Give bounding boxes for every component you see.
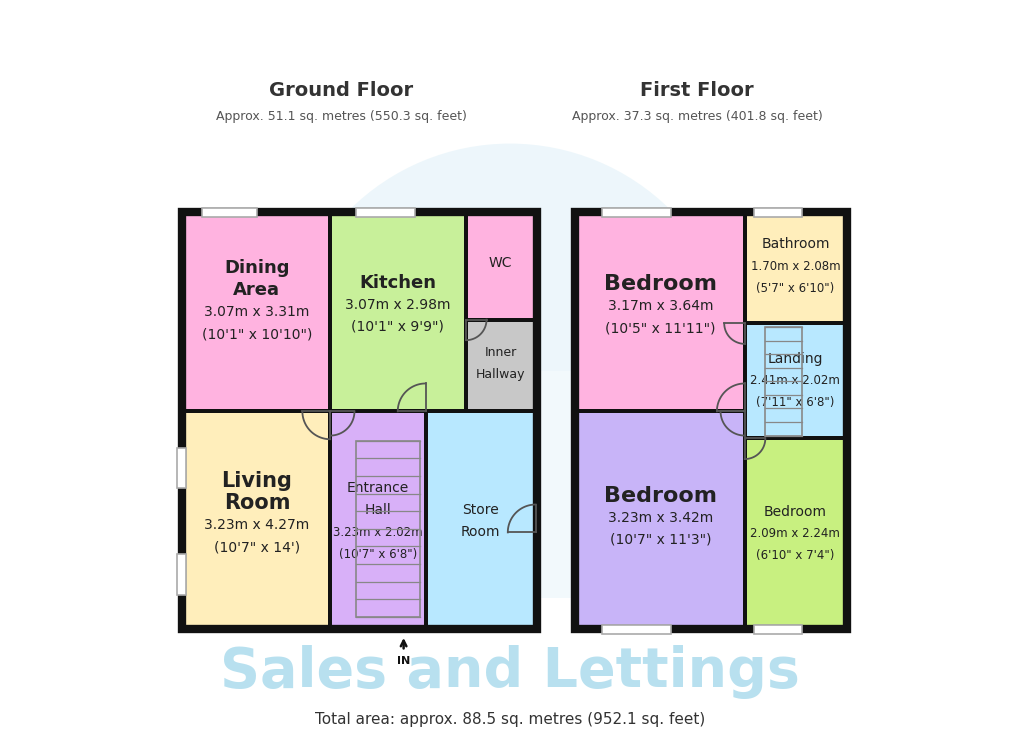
Bar bbox=[754, 625, 801, 634]
Bar bbox=[183, 213, 330, 411]
Bar bbox=[330, 411, 425, 628]
Bar bbox=[356, 208, 414, 217]
Bar bbox=[466, 213, 535, 320]
Text: 3.07m x 3.31m: 3.07m x 3.31m bbox=[204, 305, 310, 319]
Text: (10'5" x 11'11"): (10'5" x 11'11") bbox=[604, 321, 715, 335]
Text: (10'1" x 10'10"): (10'1" x 10'10") bbox=[202, 327, 312, 341]
Text: WC: WC bbox=[488, 256, 512, 270]
Bar bbox=[754, 208, 801, 217]
Text: Dining: Dining bbox=[224, 259, 289, 278]
Bar bbox=[744, 213, 845, 324]
Wedge shape bbox=[282, 143, 737, 371]
Text: Hallway: Hallway bbox=[475, 368, 525, 381]
Bar bbox=[576, 213, 744, 411]
Text: (6'10" x 7'4"): (6'10" x 7'4") bbox=[755, 549, 834, 562]
Text: Room: Room bbox=[461, 525, 500, 539]
Text: 3.23m x 3.42m: 3.23m x 3.42m bbox=[607, 510, 712, 525]
Text: Bathroom: Bathroom bbox=[760, 237, 828, 251]
Text: Bedroom: Bedroom bbox=[763, 505, 826, 519]
Text: (10'7" x 11'3"): (10'7" x 11'3") bbox=[609, 533, 710, 547]
Text: Hall: Hall bbox=[364, 503, 391, 517]
Text: 1.70m x 2.08m: 1.70m x 2.08m bbox=[750, 260, 840, 272]
Bar bbox=[574, 211, 847, 629]
Bar bbox=[356, 441, 420, 617]
Text: 3.07m x 2.98m: 3.07m x 2.98m bbox=[344, 298, 450, 312]
Bar bbox=[330, 411, 425, 628]
Text: Bedroom: Bedroom bbox=[603, 486, 716, 506]
Bar bbox=[466, 320, 535, 411]
Bar bbox=[466, 213, 535, 320]
Text: Ground Floor: Ground Floor bbox=[269, 81, 413, 99]
Text: (7'11" x 6'8"): (7'11" x 6'8") bbox=[755, 396, 834, 409]
Text: Kitchen: Kitchen bbox=[359, 274, 436, 292]
Text: Approx. 37.3 sq. metres (401.8 sq. feet): Approx. 37.3 sq. metres (401.8 sq. feet) bbox=[571, 110, 821, 123]
Bar bbox=[330, 213, 466, 411]
Bar bbox=[176, 554, 185, 595]
Text: Sales and Lettings: Sales and Lettings bbox=[220, 645, 799, 699]
Text: Room: Room bbox=[223, 493, 289, 513]
Bar bbox=[601, 208, 671, 217]
Text: IN: IN bbox=[396, 656, 410, 666]
Bar bbox=[744, 324, 845, 439]
Text: (5'7" x 6'10"): (5'7" x 6'10") bbox=[755, 282, 834, 295]
Text: 3.17m x 3.64m: 3.17m x 3.64m bbox=[607, 300, 712, 313]
Bar bbox=[183, 213, 330, 411]
Bar bbox=[425, 411, 535, 628]
Text: Landing: Landing bbox=[767, 352, 822, 366]
Text: Living: Living bbox=[221, 471, 292, 491]
Text: Area: Area bbox=[233, 281, 280, 299]
Bar bbox=[466, 320, 535, 411]
Bar bbox=[744, 213, 845, 324]
Bar bbox=[183, 411, 330, 628]
Bar bbox=[576, 411, 744, 628]
Bar bbox=[176, 448, 185, 488]
Bar bbox=[601, 625, 671, 634]
Text: (10'1" x 9'9"): (10'1" x 9'9") bbox=[351, 320, 443, 334]
Text: 2.41m x 2.02m: 2.41m x 2.02m bbox=[750, 374, 840, 387]
Text: First Floor: First Floor bbox=[640, 81, 753, 99]
Bar bbox=[764, 327, 801, 436]
Bar bbox=[744, 439, 845, 628]
Text: (10'7" x 14'): (10'7" x 14') bbox=[214, 540, 300, 554]
Bar bbox=[330, 213, 466, 411]
Bar bbox=[183, 411, 330, 628]
Text: Approx. 51.1 sq. metres (550.3 sq. feet): Approx. 51.1 sq. metres (550.3 sq. feet) bbox=[216, 110, 467, 123]
Bar bbox=[744, 439, 845, 628]
Text: 2.09m x 2.24m: 2.09m x 2.24m bbox=[750, 528, 840, 540]
Text: 3.23m x 4.27m: 3.23m x 4.27m bbox=[204, 518, 309, 532]
Bar bbox=[181, 211, 537, 629]
Bar bbox=[576, 411, 744, 628]
Bar bbox=[282, 371, 737, 599]
Bar bbox=[202, 208, 257, 217]
Text: Store: Store bbox=[462, 503, 498, 517]
Text: Bedroom: Bedroom bbox=[603, 275, 716, 295]
Bar bbox=[744, 324, 845, 439]
Text: (10'7" x 6'8"): (10'7" x 6'8") bbox=[338, 548, 417, 561]
Bar bbox=[576, 213, 744, 411]
Text: 3.23m x 2.02m: 3.23m x 2.02m bbox=[333, 526, 422, 539]
Text: Entrance: Entrance bbox=[346, 482, 409, 496]
Bar bbox=[425, 411, 535, 628]
Text: Inner: Inner bbox=[484, 347, 516, 359]
Text: Total area: approx. 88.5 sq. metres (952.1 sq. feet): Total area: approx. 88.5 sq. metres (952… bbox=[315, 712, 704, 727]
